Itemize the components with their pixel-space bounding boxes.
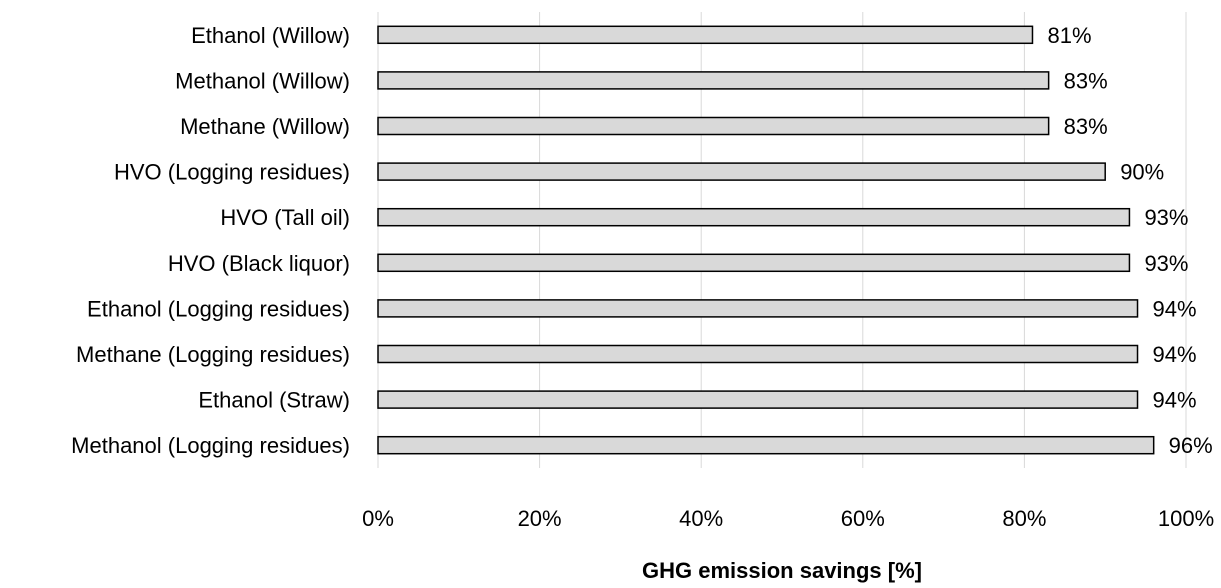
bar (377, 162, 1106, 181)
bar (377, 207, 1131, 227)
value-label: 94% (1153, 296, 1197, 321)
value-label: 96% (1169, 433, 1213, 458)
category-label: Ethanol (Willow) (191, 23, 350, 48)
category-label: HVO (Black liquor) (168, 251, 350, 276)
bars (377, 25, 1155, 455)
x-tick-label: 60% (841, 506, 885, 531)
x-tick-label: 80% (1002, 506, 1046, 531)
bar (377, 253, 1131, 273)
value-label: 94% (1153, 388, 1197, 413)
value-label: 93% (1144, 205, 1188, 230)
bar (377, 71, 1050, 90)
value-label: 93% (1144, 251, 1188, 276)
value-label: 90% (1120, 160, 1164, 185)
bar (377, 25, 1034, 45)
category-label: Methane (Logging residues) (76, 342, 350, 367)
category-label: HVO (Logging residues) (114, 160, 350, 185)
category-label: Methanol (Willow) (175, 68, 350, 93)
bar (377, 390, 1139, 409)
x-tick-label: 20% (518, 506, 562, 531)
value-label: 81% (1047, 23, 1091, 48)
category-label: Ethanol (Logging residues) (87, 296, 350, 321)
bar (377, 344, 1139, 364)
x-tick-label: 100% (1158, 506, 1214, 531)
value-label: 83% (1064, 68, 1108, 93)
x-tick-label: 0% (362, 506, 394, 531)
category-label: Methanol (Logging residues) (71, 433, 350, 458)
category-label: Ethanol (Straw) (198, 388, 350, 413)
category-labels: Ethanol (Willow) Methanol (Willow) Methane… (71, 23, 350, 458)
bar (377, 116, 1050, 136)
category-label: Methane (Willow) (180, 114, 350, 139)
x-tick-labels: 0% 20% 40% 60% 80% 100% (362, 506, 1214, 531)
x-tick-label: 40% (679, 506, 723, 531)
bar (377, 435, 1155, 455)
x-axis-title: GHG emission savings [%] (642, 558, 922, 583)
value-labels: 81% 83% 83% 90% 93% 93% 94% 94% 94% 96% (1047, 23, 1212, 458)
category-label: HVO (Tall oil) (220, 205, 350, 230)
value-label: 94% (1153, 342, 1197, 367)
value-label: 83% (1064, 114, 1108, 139)
bar (377, 299, 1139, 318)
